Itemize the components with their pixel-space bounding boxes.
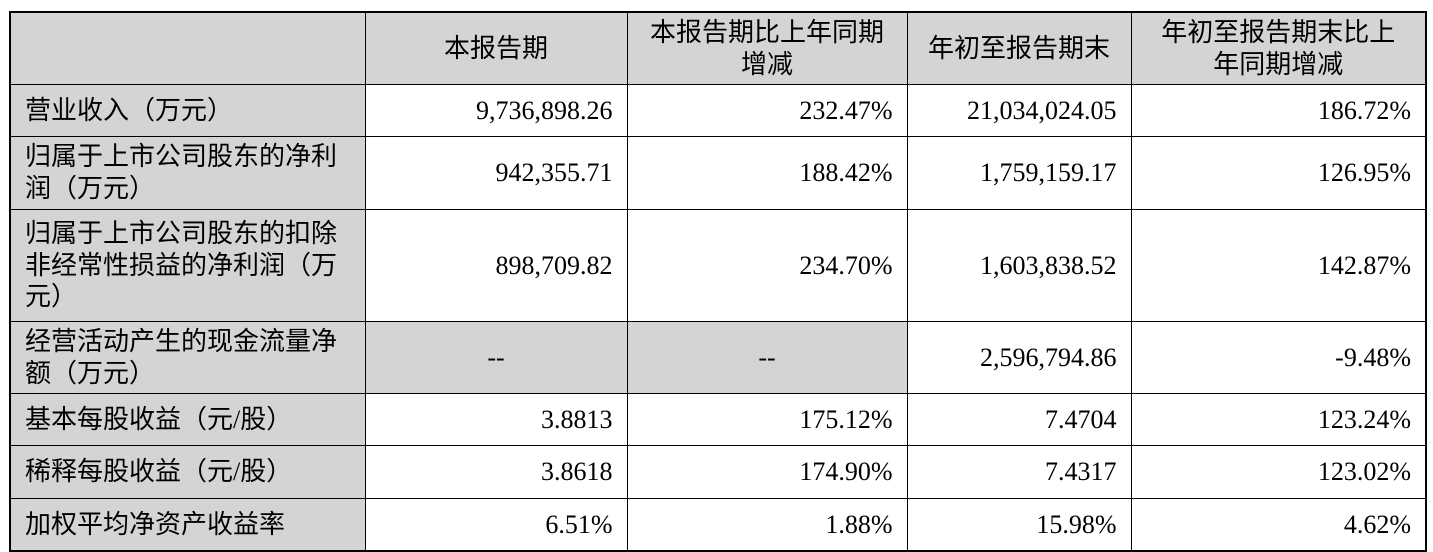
- table-row-operating-cash-flow: 经营活动产生的现金流量净 额（万元） -- -- 2,596,794.86 -9…: [9, 320, 1427, 395]
- header-cell-year-to-date: 年初至报告期末: [906, 11, 1132, 86]
- table-row-weighted-avg-roe: 加权平均净资产收益率 6.51% 1.88% 15.98% 4.62%: [9, 498, 1427, 552]
- cell-value: 1.88%: [626, 498, 908, 552]
- row-label: 基本每股收益（元/股）: [9, 393, 366, 447]
- cell-value: 2,596,794.86: [906, 320, 1132, 395]
- header-row: 本报告期 本报告期比上年同期 增减 年初至报告期末 年初至报告期末比上 年同期增…: [9, 11, 1427, 86]
- cell-value: 3.8618: [364, 445, 628, 500]
- cell-value: 232.47%: [626, 84, 908, 138]
- cell-value: 123.02%: [1130, 445, 1427, 500]
- cell-value: 174.90%: [626, 445, 908, 500]
- row-label: 营业收入（万元）: [9, 84, 366, 138]
- cell-value-dash: --: [626, 320, 908, 395]
- row-label: 稀释每股收益（元/股）: [9, 445, 366, 500]
- cell-value: 142.87%: [1130, 208, 1427, 322]
- cell-value: 4.62%: [1130, 498, 1427, 552]
- cell-value: 186.72%: [1130, 84, 1427, 138]
- header-cell-year-to-date-yoy: 年初至报告期末比上 年同期增减: [1130, 11, 1427, 86]
- cell-value: 188.42%: [626, 136, 908, 210]
- cell-value: 942,355.71: [364, 136, 628, 210]
- row-label: 归属于上市公司股东的扣除 非经常性损益的净利润（万 元）: [9, 208, 366, 322]
- cell-value: 7.4317: [906, 445, 1132, 500]
- table-row-net-profit-excl-nonrecurring: 归属于上市公司股东的扣除 非经常性损益的净利润（万 元） 898,709.82 …: [9, 208, 1427, 322]
- row-label: 经营活动产生的现金流量净 额（万元）: [9, 320, 366, 395]
- cell-value: 175.12%: [626, 393, 908, 447]
- header-cell-current-period: 本报告期: [364, 11, 628, 86]
- cell-value: 126.95%: [1130, 136, 1427, 210]
- cell-value: 1,759,159.17: [906, 136, 1132, 210]
- row-label: 归属于上市公司股东的净利 润（万元）: [9, 136, 366, 210]
- cell-value: 7.4704: [906, 393, 1132, 447]
- cell-value: 6.51%: [364, 498, 628, 552]
- cell-value-dash: --: [364, 320, 628, 395]
- table-row-basic-eps: 基本每股收益（元/股） 3.8813 175.12% 7.4704 123.24…: [9, 393, 1427, 447]
- cell-value: 123.24%: [1130, 393, 1427, 447]
- cell-value: 21,034,024.05: [906, 84, 1132, 138]
- financial-summary-table: 本报告期 本报告期比上年同期 增减 年初至报告期末 年初至报告期末比上 年同期增…: [9, 11, 1427, 552]
- row-label: 加权平均净资产收益率: [9, 498, 366, 552]
- header-cell-empty: [9, 11, 366, 86]
- table-row-revenue: 营业收入（万元） 9,736,898.26 232.47% 21,034,024…: [9, 84, 1427, 138]
- cell-value: -9.48%: [1130, 320, 1427, 395]
- cell-value: 234.70%: [626, 208, 908, 322]
- cell-value: 1,603,838.52: [906, 208, 1132, 322]
- cell-value: 9,736,898.26: [364, 84, 628, 138]
- cell-value: 3.8813: [364, 393, 628, 447]
- table-row-diluted-eps: 稀释每股收益（元/股） 3.8618 174.90% 7.4317 123.02…: [9, 445, 1427, 500]
- header-cell-current-period-yoy: 本报告期比上年同期 增减: [626, 11, 908, 86]
- table-row-net-profit: 归属于上市公司股东的净利 润（万元） 942,355.71 188.42% 1,…: [9, 136, 1427, 210]
- cell-value: 15.98%: [906, 498, 1132, 552]
- cell-value: 898,709.82: [364, 208, 628, 322]
